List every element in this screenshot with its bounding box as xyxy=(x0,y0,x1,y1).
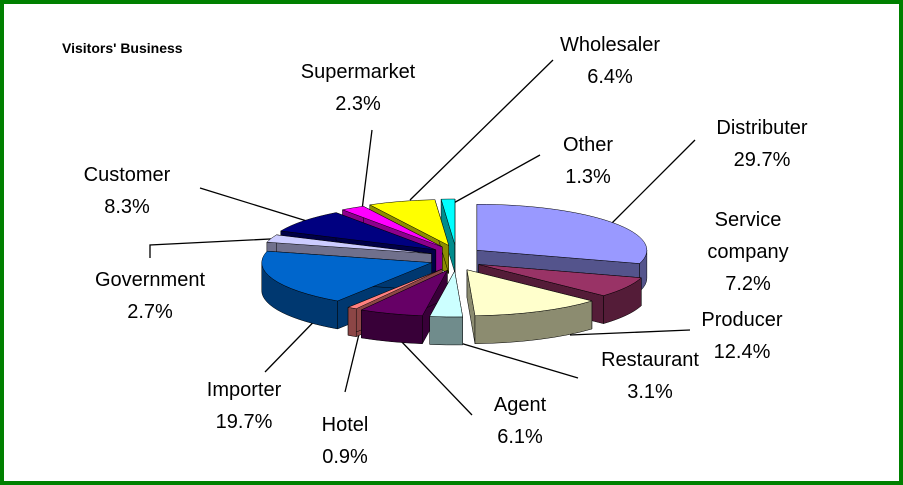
value-label: 12.4% xyxy=(713,341,771,363)
category-name: Producer xyxy=(701,309,783,331)
slice xyxy=(266,234,432,254)
value-label: 0.9% xyxy=(322,446,368,468)
leader-line xyxy=(361,129,373,211)
slice-label: Producer 12.4% xyxy=(672,304,812,368)
slice xyxy=(261,250,432,302)
value-label: 2.3% xyxy=(335,93,381,115)
slice xyxy=(476,203,648,264)
leader-line xyxy=(199,187,311,223)
pie xyxy=(261,198,648,346)
leader-lines xyxy=(149,59,696,416)
slice-label: Service company 7.2% xyxy=(693,204,803,300)
slice-label: Customer 8.3% xyxy=(57,159,197,223)
leader-line xyxy=(409,59,554,201)
chart xyxy=(149,59,696,416)
slice-label: Government 2.7% xyxy=(70,264,230,328)
value-label: 6.4% xyxy=(587,66,633,88)
leader-line xyxy=(609,139,696,226)
slice xyxy=(360,269,448,317)
value-label: 19.7% xyxy=(215,411,273,433)
slice xyxy=(466,269,593,316)
value-label: 2.7% xyxy=(127,301,173,323)
category-name: Importer xyxy=(206,379,282,401)
category-name: Agent xyxy=(493,394,547,416)
slice-label: Agent 6.1% xyxy=(460,389,580,453)
slice xyxy=(341,205,443,248)
value-label: 1.3% xyxy=(565,166,611,188)
slice xyxy=(368,199,450,247)
slice-label: Hotel 0.9% xyxy=(295,409,395,473)
category-name: Customer xyxy=(83,164,171,186)
chart-title: Visitors' Business xyxy=(62,40,183,56)
category-name: Supermarket xyxy=(300,61,416,83)
slice xyxy=(440,198,456,246)
leader-line xyxy=(344,329,361,393)
value-label: 8.3% xyxy=(104,196,150,218)
value-label: 3.1% xyxy=(627,381,673,403)
category-name: Wholesaler xyxy=(559,34,661,56)
slice-side xyxy=(429,316,463,346)
category-name: Hotel xyxy=(321,414,369,436)
leader-line xyxy=(569,329,691,336)
slice xyxy=(279,212,436,251)
slice-side xyxy=(347,307,357,337)
value-label: 6.1% xyxy=(497,426,543,448)
slice-label: Wholesaler 6.4% xyxy=(540,29,680,93)
leader-line xyxy=(449,154,541,206)
category-name: Service company xyxy=(707,209,789,263)
slice-label: Other 1.3% xyxy=(538,129,638,193)
slice xyxy=(347,268,443,309)
category-name: Government xyxy=(94,269,206,291)
leader-line xyxy=(449,339,579,379)
category-name: Distributer xyxy=(716,117,808,139)
slice-label: Importer 19.7% xyxy=(184,374,304,438)
slice xyxy=(429,270,463,318)
value-label: 7.2% xyxy=(725,273,771,295)
leader-line xyxy=(149,237,291,258)
value-label: 29.7% xyxy=(733,149,791,171)
category-name: Other xyxy=(562,134,614,156)
category-name: Restaurant xyxy=(601,349,699,371)
leader-line xyxy=(399,339,473,416)
slice-label: Distributer 29.7% xyxy=(692,112,832,176)
slice-label: Restaurant 3.1% xyxy=(580,344,720,408)
slice xyxy=(478,264,642,296)
slice-label: Supermarket 2.3% xyxy=(278,56,438,120)
